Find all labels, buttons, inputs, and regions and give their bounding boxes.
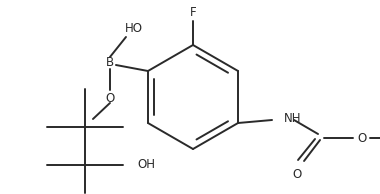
Text: O: O [358, 132, 367, 145]
Text: O: O [105, 93, 115, 106]
Text: B: B [106, 56, 114, 69]
Text: O: O [292, 167, 302, 180]
Text: OH: OH [137, 158, 155, 171]
Text: F: F [190, 5, 196, 18]
Text: HO: HO [125, 23, 143, 36]
Text: NH: NH [284, 112, 302, 125]
